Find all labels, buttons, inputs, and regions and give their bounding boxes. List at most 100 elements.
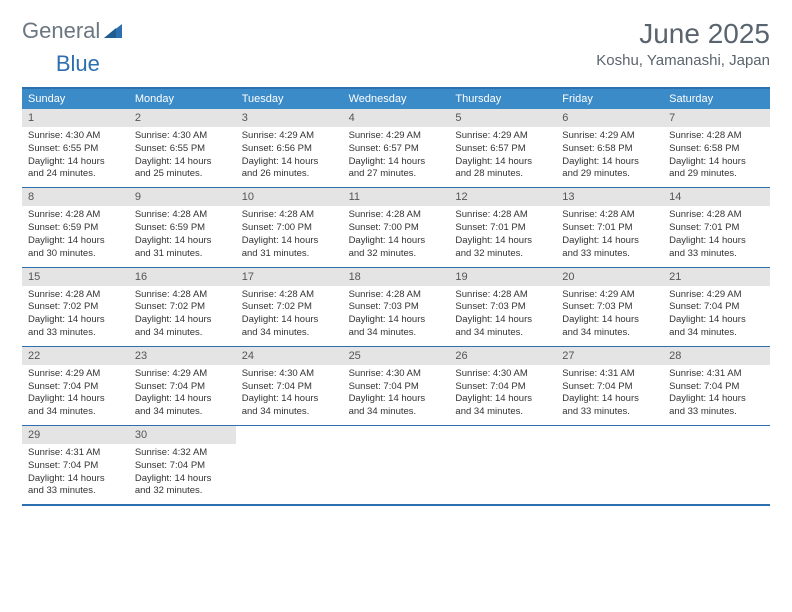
day-number: 22 bbox=[22, 347, 129, 365]
calendar-cell: 25Sunrise: 4:30 AMSunset: 7:04 PMDayligh… bbox=[343, 347, 450, 425]
calendar-cell: 26Sunrise: 4:30 AMSunset: 7:04 PMDayligh… bbox=[449, 347, 556, 425]
sunrise-line: Sunrise: 4:28 AM bbox=[349, 209, 444, 222]
sunrise-line: Sunrise: 4:29 AM bbox=[135, 368, 230, 381]
day-info: Sunrise: 4:31 AMSunset: 7:04 PMDaylight:… bbox=[663, 365, 770, 425]
daylight-line: Daylight: 14 hours and 34 minutes. bbox=[135, 314, 230, 340]
sunset-line: Sunset: 7:02 PM bbox=[135, 301, 230, 314]
daylight-line: Daylight: 14 hours and 34 minutes. bbox=[242, 393, 337, 419]
daylight-line: Daylight: 14 hours and 26 minutes. bbox=[242, 156, 337, 182]
daylight-line: Daylight: 14 hours and 34 minutes. bbox=[135, 393, 230, 419]
day-number: 13 bbox=[556, 188, 663, 206]
calendar-cell: 2Sunrise: 4:30 AMSunset: 6:55 PMDaylight… bbox=[129, 109, 236, 187]
day-info: Sunrise: 4:32 AMSunset: 7:04 PMDaylight:… bbox=[129, 444, 236, 504]
sunrise-line: Sunrise: 4:28 AM bbox=[669, 209, 764, 222]
day-info: Sunrise: 4:31 AMSunset: 7:04 PMDaylight:… bbox=[556, 365, 663, 425]
calendar-cell: 11Sunrise: 4:28 AMSunset: 7:00 PMDayligh… bbox=[343, 188, 450, 266]
sunset-line: Sunset: 7:01 PM bbox=[669, 222, 764, 235]
sunset-line: Sunset: 6:55 PM bbox=[135, 143, 230, 156]
daylight-line: Daylight: 14 hours and 33 minutes. bbox=[562, 235, 657, 261]
daylight-line: Daylight: 14 hours and 33 minutes. bbox=[28, 473, 123, 499]
daylight-line: Daylight: 14 hours and 25 minutes. bbox=[135, 156, 230, 182]
sunset-line: Sunset: 7:02 PM bbox=[28, 301, 123, 314]
sunset-line: Sunset: 7:00 PM bbox=[242, 222, 337, 235]
sunset-line: Sunset: 7:01 PM bbox=[455, 222, 550, 235]
daylight-line: Daylight: 14 hours and 34 minutes. bbox=[349, 314, 444, 340]
sunrise-line: Sunrise: 4:28 AM bbox=[242, 289, 337, 302]
calendar-cell: 22Sunrise: 4:29 AMSunset: 7:04 PMDayligh… bbox=[22, 347, 129, 425]
day-info: Sunrise: 4:30 AMSunset: 7:04 PMDaylight:… bbox=[343, 365, 450, 425]
day-info: Sunrise: 4:28 AMSunset: 7:01 PMDaylight:… bbox=[556, 206, 663, 266]
sunset-line: Sunset: 6:59 PM bbox=[28, 222, 123, 235]
sunset-line: Sunset: 7:04 PM bbox=[349, 381, 444, 394]
sunrise-line: Sunrise: 4:29 AM bbox=[455, 130, 550, 143]
daylight-line: Daylight: 14 hours and 33 minutes. bbox=[562, 393, 657, 419]
sunrise-line: Sunrise: 4:31 AM bbox=[28, 447, 123, 460]
day-info: Sunrise: 4:28 AMSunset: 7:02 PMDaylight:… bbox=[129, 286, 236, 346]
sunset-line: Sunset: 7:02 PM bbox=[242, 301, 337, 314]
day-info: Sunrise: 4:28 AMSunset: 7:00 PMDaylight:… bbox=[236, 206, 343, 266]
day-info: Sunrise: 4:28 AMSunset: 7:03 PMDaylight:… bbox=[449, 286, 556, 346]
sunset-line: Sunset: 7:04 PM bbox=[562, 381, 657, 394]
calendar-cell: · bbox=[236, 426, 343, 504]
day-info: Sunrise: 4:29 AMSunset: 7:03 PMDaylight:… bbox=[556, 286, 663, 346]
day-info: Sunrise: 4:30 AMSunset: 7:04 PMDaylight:… bbox=[449, 365, 556, 425]
calendar-cell: 15Sunrise: 4:28 AMSunset: 7:02 PMDayligh… bbox=[22, 268, 129, 346]
calendar-cell: · bbox=[556, 426, 663, 504]
sunrise-line: Sunrise: 4:29 AM bbox=[349, 130, 444, 143]
week-row: 1Sunrise: 4:30 AMSunset: 6:55 PMDaylight… bbox=[22, 109, 770, 188]
logo: General bbox=[22, 18, 124, 44]
day-info: Sunrise: 4:28 AMSunset: 6:59 PMDaylight:… bbox=[22, 206, 129, 266]
day-number: 8 bbox=[22, 188, 129, 206]
daylight-line: Daylight: 14 hours and 31 minutes. bbox=[135, 235, 230, 261]
calendar-cell: 1Sunrise: 4:30 AMSunset: 6:55 PMDaylight… bbox=[22, 109, 129, 187]
daylight-line: Daylight: 14 hours and 34 minutes. bbox=[349, 393, 444, 419]
day-number: 27 bbox=[556, 347, 663, 365]
day-info: Sunrise: 4:28 AMSunset: 6:58 PMDaylight:… bbox=[663, 127, 770, 187]
calendar-cell: 14Sunrise: 4:28 AMSunset: 7:01 PMDayligh… bbox=[663, 188, 770, 266]
sunrise-line: Sunrise: 4:29 AM bbox=[562, 130, 657, 143]
sunrise-line: Sunrise: 4:31 AM bbox=[669, 368, 764, 381]
week-row: 8Sunrise: 4:28 AMSunset: 6:59 PMDaylight… bbox=[22, 188, 770, 267]
sunrise-line: Sunrise: 4:29 AM bbox=[669, 289, 764, 302]
sunrise-line: Sunrise: 4:28 AM bbox=[455, 289, 550, 302]
calendar-cell: 13Sunrise: 4:28 AMSunset: 7:01 PMDayligh… bbox=[556, 188, 663, 266]
sunset-line: Sunset: 7:04 PM bbox=[669, 381, 764, 394]
day-header-cell: Tuesday bbox=[236, 89, 343, 109]
day-number: 21 bbox=[663, 268, 770, 286]
day-info: Sunrise: 4:31 AMSunset: 7:04 PMDaylight:… bbox=[22, 444, 129, 504]
calendar-cell: 23Sunrise: 4:29 AMSunset: 7:04 PMDayligh… bbox=[129, 347, 236, 425]
day-info: Sunrise: 4:29 AMSunset: 7:04 PMDaylight:… bbox=[129, 365, 236, 425]
daylight-line: Daylight: 14 hours and 31 minutes. bbox=[242, 235, 337, 261]
day-info: Sunrise: 4:28 AMSunset: 7:00 PMDaylight:… bbox=[343, 206, 450, 266]
day-info: Sunrise: 4:29 AMSunset: 6:57 PMDaylight:… bbox=[449, 127, 556, 187]
daylight-line: Daylight: 14 hours and 30 minutes. bbox=[28, 235, 123, 261]
calendar-cell: · bbox=[343, 426, 450, 504]
day-info: Sunrise: 4:30 AMSunset: 7:04 PMDaylight:… bbox=[236, 365, 343, 425]
day-number: 11 bbox=[343, 188, 450, 206]
daylight-line: Daylight: 14 hours and 33 minutes. bbox=[669, 235, 764, 261]
sunrise-line: Sunrise: 4:30 AM bbox=[455, 368, 550, 381]
day-number: 6 bbox=[556, 109, 663, 127]
daylight-line: Daylight: 14 hours and 33 minutes. bbox=[28, 314, 123, 340]
day-info: Sunrise: 4:29 AMSunset: 6:56 PMDaylight:… bbox=[236, 127, 343, 187]
sunset-line: Sunset: 6:58 PM bbox=[562, 143, 657, 156]
daylight-line: Daylight: 14 hours and 27 minutes. bbox=[349, 156, 444, 182]
day-number: 2 bbox=[129, 109, 236, 127]
location-label: Koshu, Yamanashi, Japan bbox=[596, 52, 770, 69]
daylight-line: Daylight: 14 hours and 34 minutes. bbox=[242, 314, 337, 340]
day-number: 28 bbox=[663, 347, 770, 365]
sunrise-line: Sunrise: 4:31 AM bbox=[562, 368, 657, 381]
calendar-cell: 28Sunrise: 4:31 AMSunset: 7:04 PMDayligh… bbox=[663, 347, 770, 425]
day-info: Sunrise: 4:28 AMSunset: 7:01 PMDaylight:… bbox=[663, 206, 770, 266]
sunrise-line: Sunrise: 4:30 AM bbox=[28, 130, 123, 143]
calendar-cell: 29Sunrise: 4:31 AMSunset: 7:04 PMDayligh… bbox=[22, 426, 129, 504]
calendar-cell: 16Sunrise: 4:28 AMSunset: 7:02 PMDayligh… bbox=[129, 268, 236, 346]
day-header-cell: Friday bbox=[556, 89, 663, 109]
week-row: 22Sunrise: 4:29 AMSunset: 7:04 PMDayligh… bbox=[22, 347, 770, 426]
day-info: Sunrise: 4:28 AMSunset: 6:59 PMDaylight:… bbox=[129, 206, 236, 266]
day-number: 26 bbox=[449, 347, 556, 365]
month-title: June 2025 bbox=[596, 18, 770, 50]
daylight-line: Daylight: 14 hours and 29 minutes. bbox=[562, 156, 657, 182]
sunset-line: Sunset: 6:58 PM bbox=[669, 143, 764, 156]
day-number: 10 bbox=[236, 188, 343, 206]
